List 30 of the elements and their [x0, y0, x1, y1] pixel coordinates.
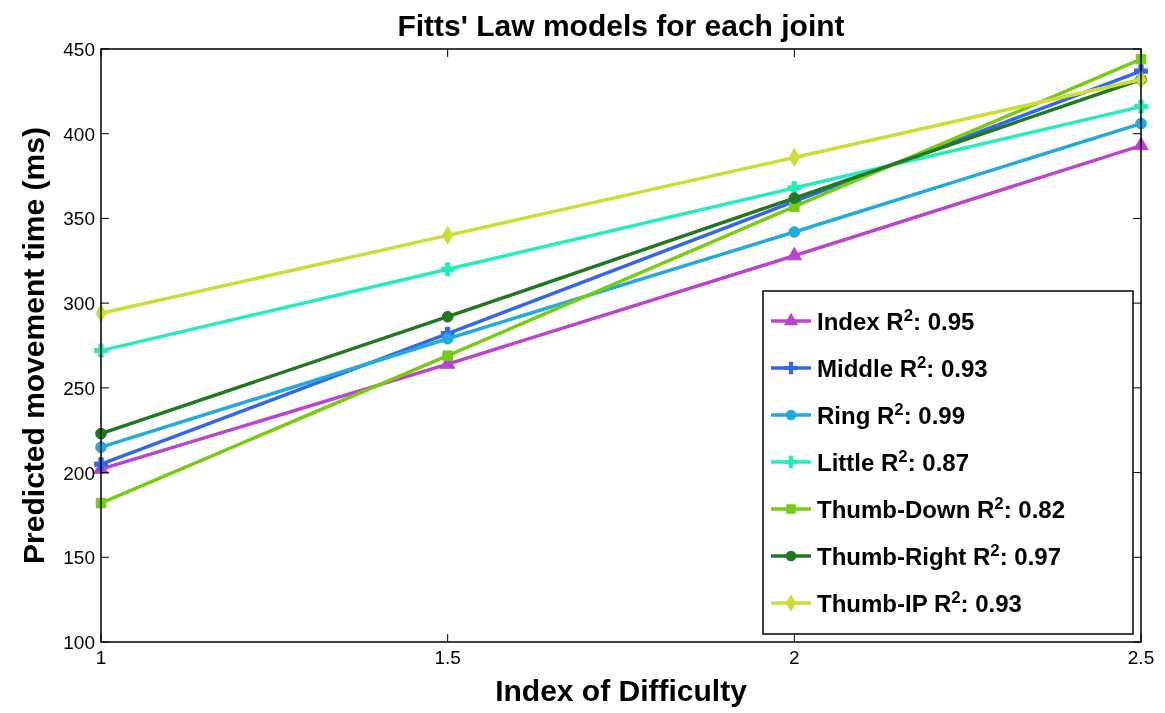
- point: [788, 226, 801, 238]
- chart-title: Fitts' Law models for each joint: [397, 9, 845, 42]
- legend-label: Index R$^{2}$: 0.95: [817, 305, 975, 335]
- legend-label: Thumb-Down R$^{2}$: 0.82: [817, 493, 1066, 523]
- x-tick-label: 2: [789, 647, 800, 668]
- y-tick-label: 150: [63, 547, 95, 569]
- x-tick-label: 1: [95, 647, 107, 668]
- point: [788, 192, 801, 204]
- point: [442, 350, 453, 361]
- y-tick-label: 100: [63, 632, 95, 653]
- legend-label: Middle R$^{2}$: 0.93: [817, 352, 988, 382]
- y-tick-label: 450: [63, 39, 95, 60]
- y-tick-label: 400: [63, 123, 95, 145]
- point: [441, 332, 454, 345]
- y-tick-label: 250: [63, 377, 95, 399]
- legend-label: Little R$^{2}$: 0.87: [817, 446, 970, 476]
- x-tick-label: 1.5: [434, 647, 461, 668]
- point: [440, 262, 455, 277]
- legend-label: Ring R$^{2}$: 0.99: [817, 399, 966, 429]
- y-tick-label: 350: [63, 208, 95, 230]
- point: [787, 181, 802, 195]
- y-tick-label: 200: [63, 462, 95, 484]
- y-tick-label: 300: [63, 293, 95, 315]
- x-tick-label: 2.5: [1127, 647, 1155, 668]
- point: [786, 246, 803, 261]
- point: [441, 310, 454, 323]
- legend-label: Thumb-Right R$^{2}$: 0.97: [817, 540, 1062, 570]
- x-axis-title: Index of Difficulty: [495, 674, 748, 707]
- y-axis-title: Predicted movement time (ms): [17, 127, 50, 564]
- legend-label: Thumb-IP R$^{2}$: 0.93: [817, 587, 1022, 617]
